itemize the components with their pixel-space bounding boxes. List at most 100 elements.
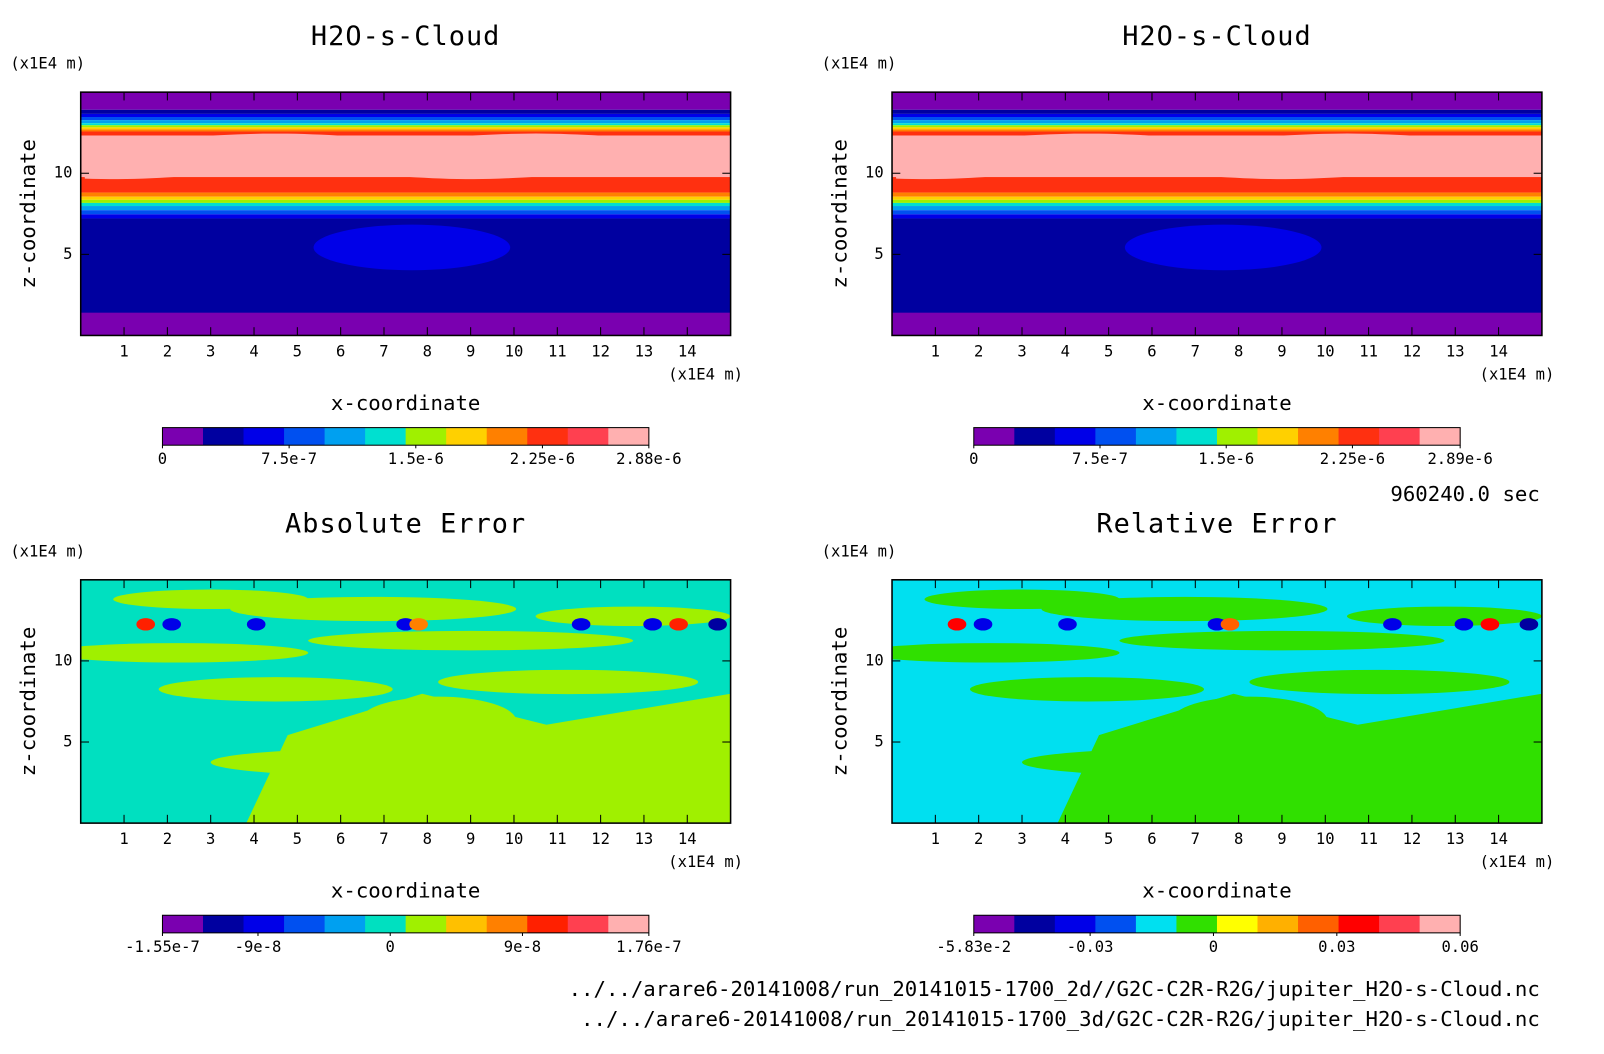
- colorbar-frame: [161, 914, 650, 934]
- time-label: 960240.0 sec: [1390, 482, 1539, 506]
- y-tick-label: 10: [54, 164, 73, 182]
- contour-band: [80, 125, 731, 128]
- x-tick-label: 13: [1446, 830, 1465, 848]
- contour-band: [892, 92, 1542, 110]
- file-path: ../../arare6-20141008/run_20141015-1700_…: [569, 977, 1540, 1001]
- contour-band: [1041, 596, 1328, 622]
- contour-band: [80, 210, 731, 215]
- x-tick-label: 7: [379, 830, 388, 848]
- contour-band: [892, 125, 1542, 128]
- contour-band: [571, 618, 591, 631]
- colorbar-tick-label: 7.5e-7: [1072, 450, 1128, 468]
- x-tick-label: 5: [1104, 830, 1113, 848]
- contour-band: [1480, 618, 1500, 631]
- colorbar-segment: [567, 427, 609, 446]
- x-tick-label: 7: [379, 343, 388, 361]
- contour-band: [970, 677, 1204, 702]
- contour-band: [892, 196, 1542, 200]
- x-tick-label: 5: [293, 343, 302, 361]
- colorbar-segment: [162, 427, 204, 446]
- x-tick-label: 6: [336, 343, 345, 361]
- colorbar-segment: [486, 915, 528, 933]
- contour-field: [80, 92, 731, 336]
- x-tick-label: 2: [974, 343, 983, 361]
- contour-band: [438, 669, 699, 695]
- y-unit: (x1E4 m): [10, 542, 85, 560]
- colorbar-segment: [284, 915, 326, 933]
- x-tick-label: 1: [931, 343, 940, 361]
- contour-band: [80, 199, 731, 203]
- x-axis-label: x-coordinate: [1142, 391, 1291, 415]
- colorbar-frame: [161, 427, 650, 446]
- colorbar-segment: [486, 427, 528, 446]
- contour-band: [80, 304, 731, 313]
- contour-band: [80, 116, 731, 121]
- contour-band: [80, 92, 731, 110]
- colorbar-frame: [973, 914, 1461, 934]
- x-tick-label: 1: [931, 830, 940, 848]
- contour-band: [892, 127, 1542, 130]
- x-tick-label: 9: [1277, 830, 1286, 848]
- x-tick-label: 10: [505, 830, 524, 848]
- x-axis-label: x-coordinate: [1142, 878, 1291, 902]
- colorbar-segment: [1095, 915, 1137, 933]
- y-tick-label: 10: [865, 164, 884, 182]
- contour-band: [308, 630, 634, 651]
- colorbar-tick-label: 2.25e-6: [1320, 450, 1385, 468]
- colorbar-segment: [446, 915, 488, 933]
- colorbar-segment: [1298, 915, 1340, 933]
- contour-band: [80, 127, 731, 130]
- x-tick-label: 7: [1191, 830, 1200, 848]
- x-tick-label: 11: [1359, 343, 1378, 361]
- contour-band: [669, 618, 688, 631]
- x-tick-label: 14: [678, 830, 697, 848]
- colorbar-tick-label: -0.03: [1067, 938, 1114, 956]
- colorbar-segment: [405, 915, 447, 933]
- colorbar-tick-label: 0: [1209, 938, 1218, 956]
- colorbar-segment: [405, 427, 447, 446]
- contour-band: [113, 589, 309, 610]
- colorbar-segment: [1419, 427, 1461, 446]
- colorbar-tick-label: -5.83e-2: [936, 938, 1011, 956]
- chart-title: Absolute Error: [285, 508, 526, 539]
- x-unit: (x1E4 m): [668, 365, 743, 383]
- x-tick-label: 12: [1403, 343, 1422, 361]
- contour-band: [409, 618, 428, 631]
- colorbar-tick-label: 1.5e-6: [388, 450, 444, 468]
- colorbar-segment: [365, 427, 407, 446]
- contour-band: [396, 618, 415, 631]
- colorbar-segment: [324, 427, 366, 446]
- y-unit: (x1E4 m): [10, 55, 85, 73]
- contour-band: [892, 304, 1542, 313]
- contour-band: [535, 606, 731, 627]
- x-tick-label: 3: [1017, 343, 1026, 361]
- contour-band: [892, 123, 1542, 126]
- colorbar-segment: [527, 427, 569, 446]
- x-tick-label: 11: [548, 830, 567, 848]
- x-tick-label: 6: [336, 830, 345, 848]
- colorbar-segment: [1338, 427, 1380, 446]
- colorbar-tick-label: 2.88e-6: [616, 450, 681, 468]
- x-tick-label: 7: [1191, 343, 1200, 361]
- colorbar-tick-label: 0: [969, 450, 978, 468]
- x-tick-label: 12: [1403, 830, 1422, 848]
- contour-band: [80, 177, 731, 193]
- x-unit: (x1E4 m): [1480, 853, 1555, 871]
- contour-band: [1171, 696, 1328, 746]
- contour-band: [80, 129, 731, 132]
- colorbar-segment: [973, 915, 1015, 933]
- colorbar-tick-label: 1.5e-6: [1198, 450, 1254, 468]
- colorbar-segment: [1298, 427, 1340, 446]
- contour-band: [1119, 630, 1445, 651]
- y-axis-label: z-coordinate: [16, 627, 40, 777]
- contour-band: [80, 202, 731, 207]
- colorbar-tick-label: -1.55e-7: [125, 938, 200, 956]
- colorbar-tick-label: -9e-8: [235, 938, 282, 956]
- x-tick-label: 13: [635, 343, 654, 361]
- x-tick-label: 1: [119, 343, 128, 361]
- contour-band: [892, 113, 1542, 117]
- colorbar-segment: [1135, 427, 1177, 446]
- x-tick-label: 14: [1489, 343, 1508, 361]
- x-tick-label: 14: [1489, 830, 1508, 848]
